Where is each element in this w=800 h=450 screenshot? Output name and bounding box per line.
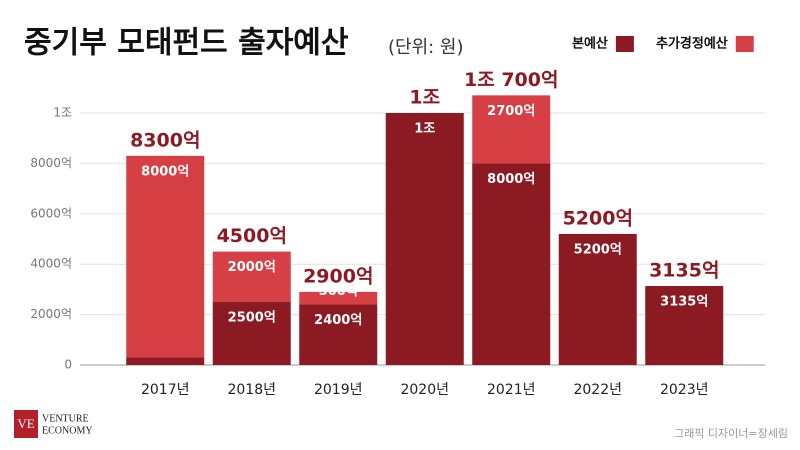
legend: 본예산 추가경정예산 [572,36,754,52]
bar-segment [385,113,464,365]
value-label: 2400억 [314,313,362,328]
logo-text: VENTURE [42,413,89,424]
x-tick-label: 2017년 [141,382,190,398]
legend-swatch [735,36,754,52]
value-label: 2500억 [228,311,276,326]
value-label: 3135억 [660,294,708,309]
total-label: 2900억 [303,265,373,287]
total-label: 5200억 [563,207,633,229]
logo-text: ECONOMY [42,425,93,436]
chart-subtitle: (단위: 원) [388,37,464,58]
total-label: 8300억 [130,129,200,151]
total-label: 4500억 [217,225,287,247]
bar-segment [299,304,378,365]
credit: 그래픽 디자이너=장세림 [674,427,788,440]
legend-label: 본예산 [572,36,608,52]
bar-segment [472,163,551,365]
x-tick-label: 2022년 [573,382,622,398]
y-tick-label: 2000억 [30,307,72,321]
y-tick-label: 8000억 [30,156,72,170]
bar-segment [126,155,205,358]
x-tick-label: 2020년 [400,382,449,398]
bar-segment [472,95,551,164]
x-tick-label: 2018년 [227,382,276,398]
chart-title: 중기부 모태펀드 출자예산 [24,26,349,61]
bar-segment [645,285,724,365]
bar-segment [126,357,205,365]
y-tick-label: 0 [64,358,72,372]
y-tick-label: 4000억 [30,257,72,271]
bar-segment [558,233,637,365]
y-tick-label: 1조 [53,106,72,120]
value-label: 500억 [319,284,358,299]
total-label: 3135억 [649,259,719,281]
value-label: 8000억 [141,164,189,179]
logo: VE VENTURE ECONOMY [14,410,93,438]
y-tick-label: 6000억 [30,206,72,220]
logo-box [14,410,38,438]
logo-mark: VE [17,416,34,431]
bar-segment [212,251,291,302]
total-label: 1조 700억 [464,69,558,91]
x-tick-label: 2019년 [314,382,363,398]
legend-label: 추가경정예산 [656,36,728,52]
value-label: 2700억 [487,104,535,119]
bar-segment [212,302,291,365]
legend-swatch [615,36,634,52]
value-label: 2000억 [228,260,276,275]
value-label: 1조 [414,122,435,137]
value-label: 5200억 [574,242,622,257]
total-label: 1조 [409,87,440,109]
x-tick-label: 2021년 [487,382,536,398]
value-label: 8000억 [487,172,535,187]
bar-segment [299,291,378,305]
x-tick-label: 2023년 [660,382,709,398]
